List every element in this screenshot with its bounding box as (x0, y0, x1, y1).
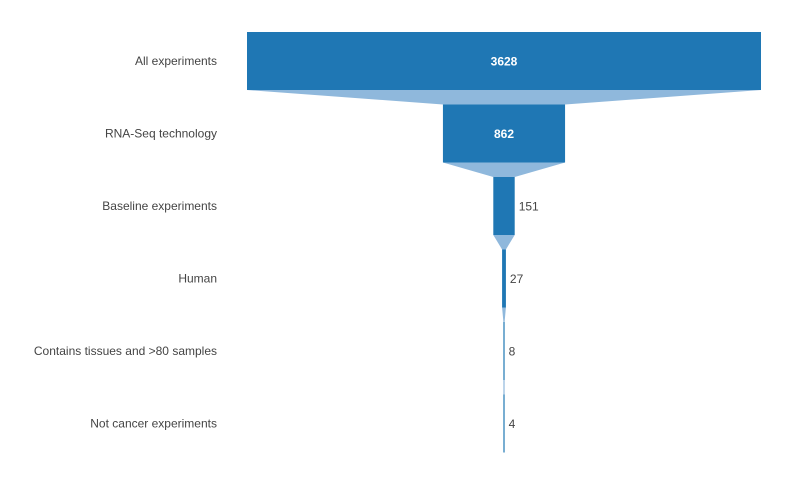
funnel-category-labels: All experiments RNA-Seq technology Baselin… (34, 54, 217, 431)
funnel-connector-4 (502, 307, 506, 322)
funnel-category-label: All experiments (135, 54, 217, 68)
funnel-bars (247, 32, 761, 453)
funnel-connector-2 (442, 162, 566, 177)
funnel-bar-human (502, 249, 506, 308)
funnel-value-label: 4 (509, 417, 516, 431)
funnel-value-label: 3628 (491, 54, 518, 68)
funnel-value-label: 862 (494, 127, 514, 141)
funnel-bar-rna-seq-technology (442, 104, 566, 163)
funnel-connector-3 (493, 235, 515, 250)
funnel-category-label: Baseline experiments (102, 199, 217, 213)
funnel-bar-baseline-experiments (493, 177, 515, 235)
funnel-bar-contains-tissues-and-80-samples (503, 322, 505, 380)
funnel-connectors (247, 90, 761, 395)
funnel-value-label: 8 (509, 345, 516, 359)
funnel-value-label: 27 (510, 272, 524, 286)
funnel-value-label: 151 (519, 200, 539, 214)
funnel-category-label: Human (178, 272, 217, 286)
funnel-category-label: Not cancer experiments (90, 417, 217, 431)
funnel-category-label: Contains tissues and >80 samples (34, 344, 217, 358)
funnel-connector-5 (503, 380, 505, 395)
funnel-category-label: RNA-Seq technology (105, 127, 217, 141)
funnel-bar-not-cancer-experiments (503, 394, 505, 453)
funnel-connector-1 (247, 90, 761, 105)
funnel-bar-all-experiments (247, 32, 761, 90)
funnel-value-labels: 3628 862 151 27 8 4 (491, 54, 539, 431)
